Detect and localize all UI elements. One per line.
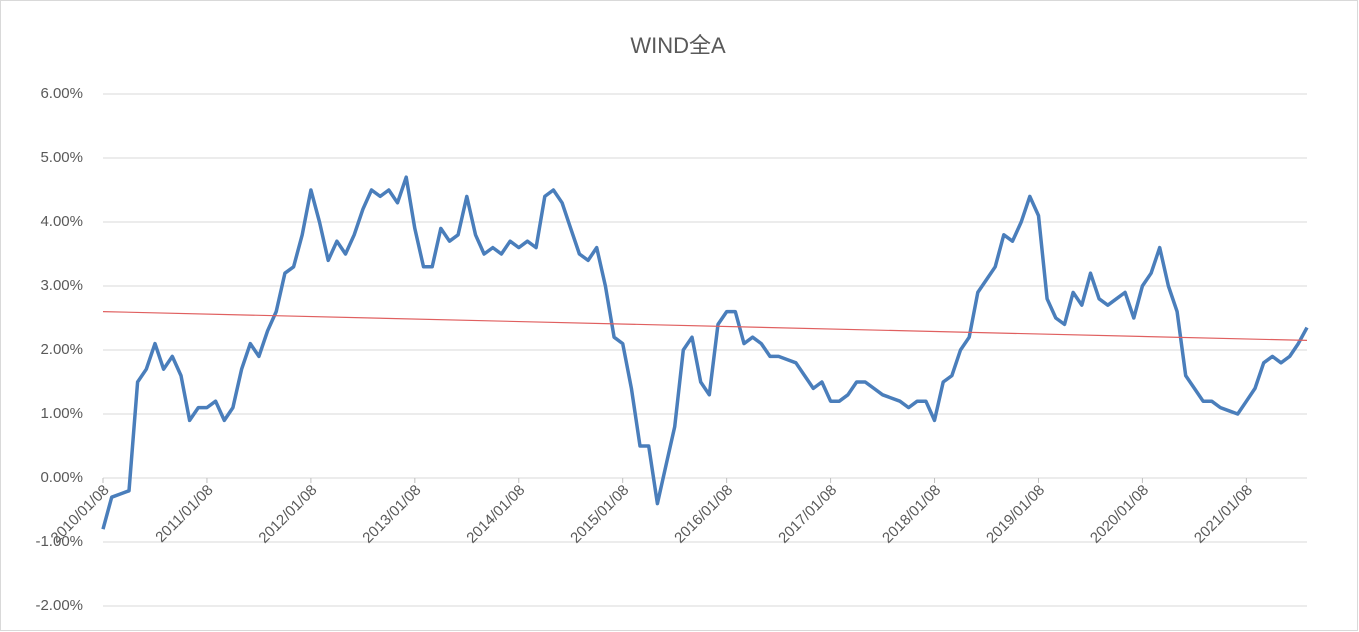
y-tick-label: 1.00% [40,405,83,422]
y-tick-label: 6.00% [40,85,83,102]
y-tick-label: 4.00% [40,213,83,230]
y-tick-label: -2.00% [35,597,83,614]
chart-title: WIND全A [630,33,726,58]
y-tick-label: 3.00% [40,277,83,294]
y-tick-label: 2.00% [40,341,83,358]
y-tick-label: -1.00% [35,533,83,550]
y-tick-label: 5.00% [40,149,83,166]
y-tick-label: 0.00% [40,469,83,486]
trend-line [102,311,1308,341]
data-line [101,175,1309,530]
